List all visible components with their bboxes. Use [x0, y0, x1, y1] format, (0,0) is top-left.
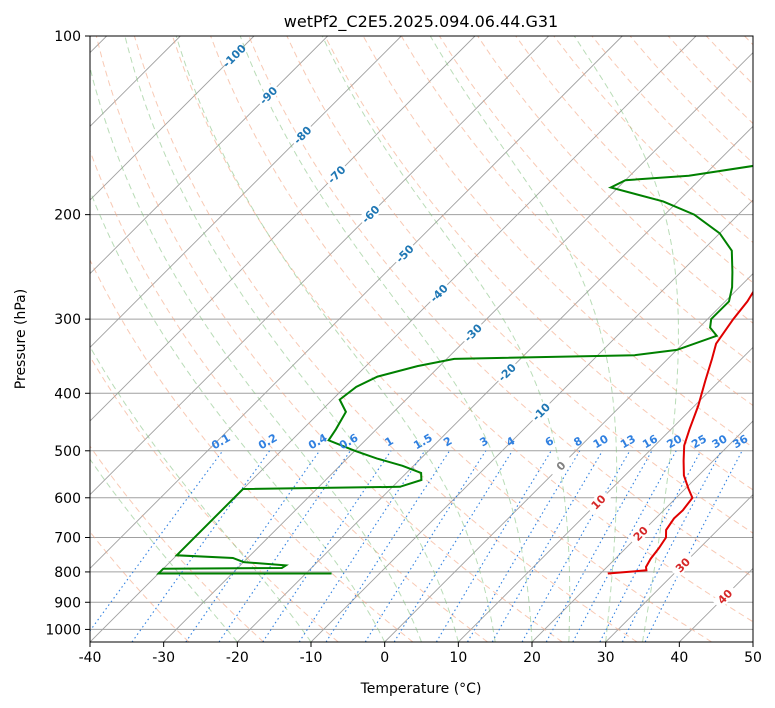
isotherm-label-bg: [494, 359, 520, 386]
y-tick-label: 700: [54, 531, 81, 547]
moist-adiabat: [175, 36, 496, 642]
dewpoint-line: [156, 164, 753, 575]
x-tick-label: 0: [380, 650, 389, 666]
x-tick-label: 50: [744, 650, 762, 666]
x-tick-label: -10: [300, 650, 323, 666]
temperature-line: [607, 290, 753, 575]
isotherm-label-bg: [548, 453, 574, 479]
dry-adiabat: [477, 36, 753, 324]
dry-adiabat: [90, 258, 414, 642]
isotherm: [458, 346, 753, 642]
moist-adiabat: [90, 345, 312, 642]
isotherm-label-bg: [712, 583, 738, 610]
isotherm-label-bg: [255, 82, 282, 109]
dry-adiabat: [286, 36, 753, 534]
x-tick-label: 40: [670, 650, 688, 666]
isotherm-label-bg: [357, 201, 384, 227]
y-tick-label: 1000: [45, 622, 81, 638]
isotherm-label-bg: [323, 161, 350, 188]
x-tick-label: -40: [79, 650, 102, 666]
dry-adiabat: [515, 36, 753, 284]
isotherm-label-bg: [289, 122, 316, 148]
y-tick-label: 500: [54, 444, 81, 460]
chart-title: wetPf2_C2E5.2025.094.06.44.G31: [284, 12, 558, 32]
moist-adiabat: [573, 36, 679, 642]
y-tick-label: 600: [54, 491, 81, 507]
moist-adiabat: [239, 36, 533, 642]
dry-adiabat: [90, 445, 264, 642]
isotherm: [384, 273, 753, 642]
y-tick-label: 400: [54, 386, 81, 402]
moist-adiabat: [90, 458, 238, 642]
dry-adiabat: [133, 36, 638, 642]
y-tick-label: 900: [54, 595, 81, 611]
mixing-ratio-line: [185, 450, 321, 642]
isotherm-label-bg: [528, 399, 554, 425]
dry-adiabat: [95, 36, 563, 642]
dry-adiabat: [248, 36, 753, 578]
mixing-ratio-line: [599, 450, 702, 642]
moist-adiabat: [90, 189, 386, 642]
mixing-ratio-line: [298, 450, 426, 642]
x-axis: -40 -30 -20 -10 0 10 20 30 40 50: [79, 642, 762, 666]
mixing-ratio-line: [262, 450, 392, 642]
x-tick-label: -30: [152, 650, 175, 666]
isotherm: [90, 36, 549, 496]
mixing-ratio-line: [393, 450, 513, 642]
x-tick-label: 30: [597, 650, 615, 666]
isotherm-label-bg: [221, 43, 247, 69]
plot-frame: [89, 35, 754, 643]
mixing-ratio-line: [467, 450, 581, 642]
isotherm-label-bg: [627, 520, 654, 547]
isotherm: [90, 36, 255, 201]
isotherm: [90, 36, 328, 275]
moist-adiabat: [321, 36, 571, 642]
x-tick-label: 20: [523, 650, 541, 666]
dry-adiabat: [172, 36, 712, 642]
y-tick-label: 300: [54, 312, 81, 328]
x-tick-label: 10: [449, 650, 467, 666]
isotherm: [90, 36, 476, 422]
x-tick-label: -20: [226, 650, 249, 666]
isotherm-label-bg: [460, 320, 486, 346]
isotherm-label-bg: [391, 240, 418, 267]
mixing-ratio-line: [364, 450, 487, 642]
mixing-ratio-line: [572, 450, 677, 642]
y-tick-label: 200: [54, 208, 81, 224]
series-layer: [156, 164, 753, 575]
isotherm: [605, 494, 753, 642]
isotherm-label-bg: [426, 280, 452, 306]
y-tick-label: 800: [54, 565, 81, 581]
mixing-ratio-line: [325, 450, 451, 642]
x-axis-label: Temperature (°C): [360, 681, 482, 697]
dry-adiabat: [324, 36, 753, 491]
y-axis-label: Pressure (hPa): [13, 289, 29, 389]
isotherm: [237, 125, 753, 642]
y-tick-label: 100: [54, 29, 81, 45]
moist-adiabat: [429, 36, 618, 642]
mixing-ratio-line: [435, 450, 552, 642]
y-axis: 100 200 300 400 500 600 700 800 900 1000: [45, 29, 90, 638]
isotherm: [90, 36, 623, 569]
isotherm-label-bg: [585, 489, 612, 515]
isotherm-label-bg: [669, 552, 696, 578]
